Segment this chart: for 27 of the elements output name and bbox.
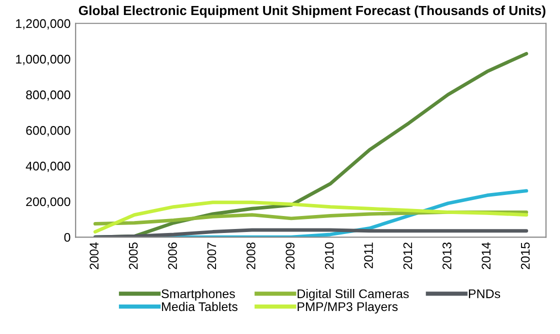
x-tick-label: 2011 [364,242,373,268]
y-tick-label: 400,000 [26,162,70,172]
x-tick-label: 2009 [286,242,295,270]
legend-label: Smartphones [162,289,235,301]
x-tick-label: 2005 [128,242,138,270]
line-series [93,200,528,234]
legend-label: Media Tablets [162,302,238,312]
y-tick-label: 1,200,000 [16,19,70,30]
x-tick-label: 2013 [442,242,452,270]
y-tick-label: 200,000 [26,197,70,208]
x-tick-label: 2015 [520,242,530,270]
chart-title: Global Electronic Equipment Unit Shipment Forecast (Thousands of Units) [78,5,546,18]
x-tick-label: 2012 [403,242,412,270]
x-tick-label: 2006 [168,242,177,270]
y-tick-label: 600,000 [26,126,70,136]
y-tick-label: 0 [64,232,70,242]
x-tick-label: 2014 [482,242,491,270]
x-tick-label: 2008 [246,242,256,270]
legend-label: PMP/MP3 Players [298,302,398,314]
x-tick-label: 2007 [207,242,216,270]
legend-label: Digital Still Cameras [298,289,409,301]
x-tick-label: 2004 [90,242,99,270]
legend-label: PNDs [468,289,500,298]
y-tick-label: 800,000 [26,90,70,101]
y-tick-label: 1,000,000 [16,54,70,66]
line-series [93,228,528,238]
x-tick-label: 2010 [324,242,334,270]
